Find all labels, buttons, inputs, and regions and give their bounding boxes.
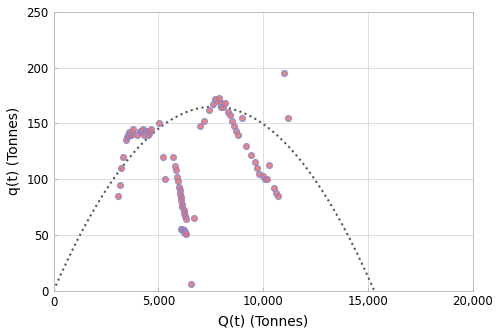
Point [138, 126, 146, 132]
Point [259, 173, 267, 179]
X-axis label: Q(t) (Tonnes): Q(t) (Tonnes) [218, 314, 308, 328]
Point [178, 201, 186, 206]
Point [215, 95, 223, 100]
Point [176, 184, 184, 190]
Point [123, 134, 131, 139]
Point [266, 162, 274, 168]
Point [180, 230, 188, 236]
Point [180, 230, 188, 236]
Point [178, 198, 186, 203]
Point [122, 137, 130, 143]
Point [261, 177, 269, 182]
Point [270, 185, 278, 191]
Point [126, 132, 134, 137]
Point [129, 126, 137, 132]
Point [145, 129, 153, 134]
Point [272, 190, 280, 195]
Point [144, 132, 152, 137]
Point [180, 213, 188, 219]
Point [220, 104, 228, 110]
Point [128, 130, 136, 135]
Point [213, 98, 221, 104]
Y-axis label: q(t) (Tonnes): q(t) (Tonnes) [7, 107, 21, 195]
Point [200, 119, 208, 124]
Point [146, 130, 154, 135]
Point [143, 130, 151, 135]
Point [255, 171, 263, 176]
Point [211, 96, 219, 102]
Point [228, 119, 235, 124]
Point [147, 126, 155, 132]
Point [136, 130, 144, 135]
Point [242, 143, 250, 148]
Point [174, 179, 182, 184]
Point [180, 229, 188, 234]
Point [124, 132, 132, 137]
Point [222, 101, 230, 106]
Point [136, 129, 143, 134]
Point [180, 228, 188, 233]
Point [196, 123, 204, 128]
Point [114, 193, 122, 199]
Point [156, 121, 164, 126]
Point [178, 227, 186, 232]
Point [264, 177, 272, 182]
Point [284, 115, 292, 121]
Point [204, 107, 212, 113]
Point [176, 191, 184, 196]
Point [217, 101, 225, 106]
Point [187, 281, 195, 287]
Point [172, 168, 180, 173]
Point [127, 132, 135, 137]
Point [274, 193, 282, 199]
Point [171, 163, 179, 169]
Point [232, 129, 240, 134]
Point [116, 182, 124, 187]
Point [178, 194, 186, 200]
Point [190, 215, 198, 221]
Point [182, 231, 190, 237]
Point [180, 208, 188, 213]
Point [209, 102, 217, 107]
Point [176, 188, 184, 193]
Point [180, 229, 188, 234]
Point [234, 132, 242, 137]
Point [182, 217, 190, 222]
Point [224, 110, 232, 115]
Point [180, 210, 188, 215]
Point [173, 174, 181, 180]
Point [125, 130, 133, 135]
Point [238, 115, 246, 121]
Point [226, 112, 234, 117]
Point [246, 152, 254, 157]
Point [116, 165, 124, 171]
Point [280, 71, 288, 76]
Point [119, 154, 127, 159]
Point [134, 132, 141, 137]
Point [138, 129, 145, 134]
Point [160, 177, 168, 182]
Point [230, 123, 238, 128]
Point [140, 132, 147, 137]
Point [142, 129, 150, 134]
Point [253, 165, 261, 171]
Point [251, 160, 259, 165]
Point [217, 104, 225, 110]
Point [178, 204, 186, 210]
Point [178, 228, 186, 233]
Point [178, 227, 186, 232]
Point [169, 154, 177, 159]
Point [158, 154, 166, 159]
